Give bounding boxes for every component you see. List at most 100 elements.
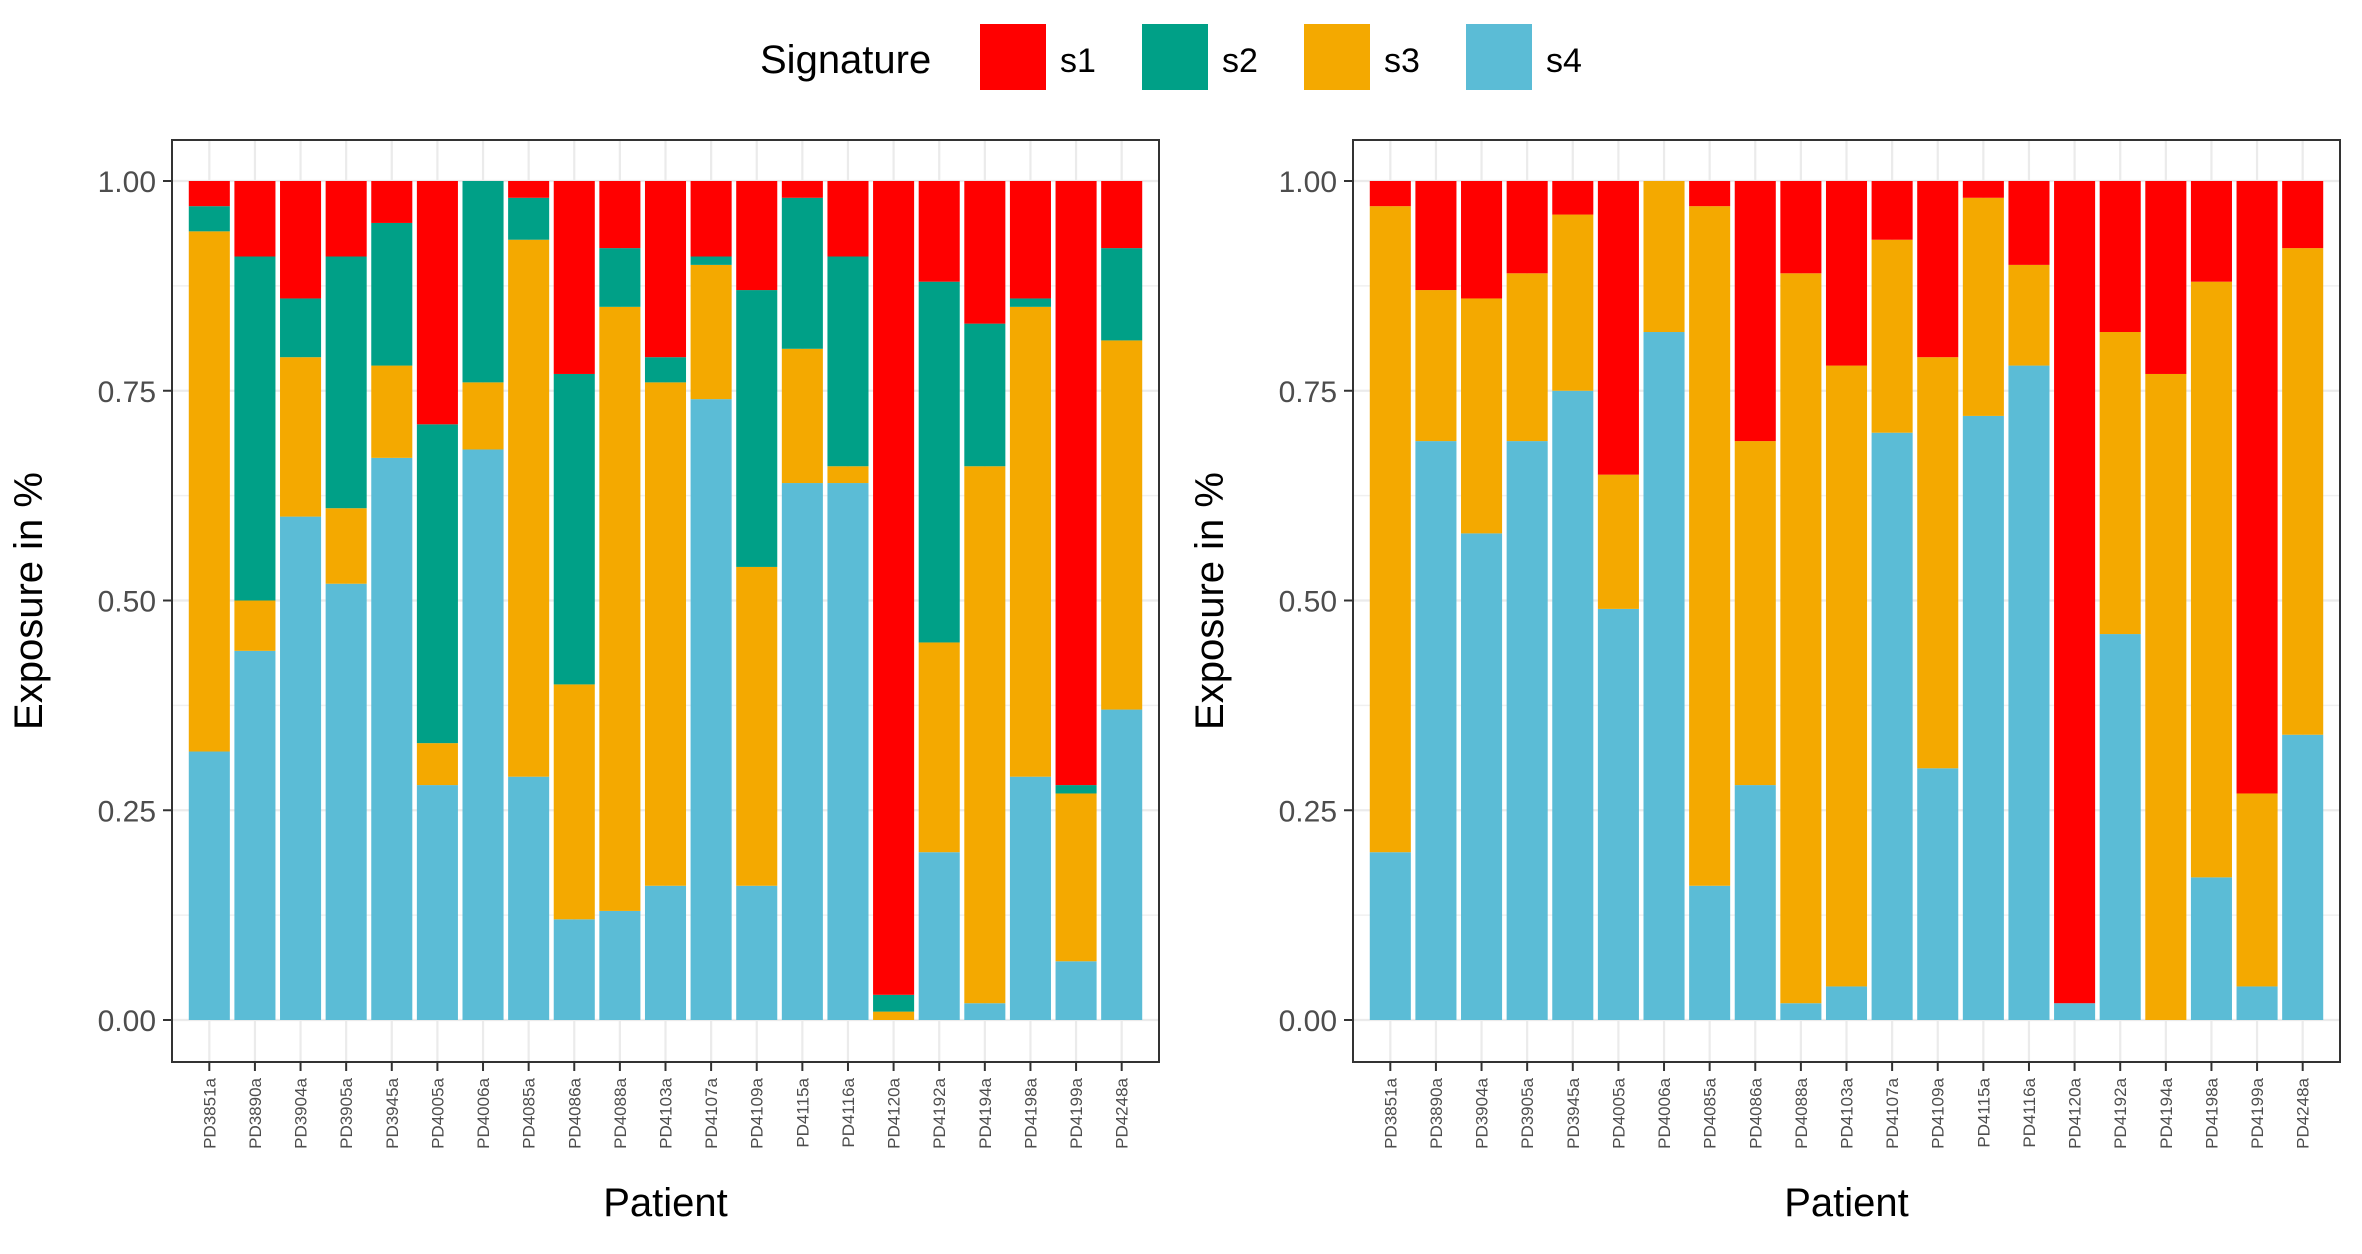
bar-s1-PD3890a [1415,181,1457,291]
legend-key-s1 [980,24,1046,90]
bar-s2-PD4086a [553,373,595,685]
legend-key-s2 [1142,24,1208,90]
bar-s3-PD4085a [1689,206,1731,886]
bar-s3-PD4194a [964,466,1006,1004]
x-tick-label: PD4005a [428,1077,447,1148]
x-tick-label: PD4107a [702,1077,721,1148]
bar-s1-PD4248a [1101,181,1143,249]
y-tick-label: 0.00 [98,1005,156,1038]
x-tick-label: PD4198a [1021,1077,1040,1148]
x-tick-label: PD3945a [1564,1077,1583,1148]
bar-s4-PD4103a [644,885,687,1020]
bar-s2-PD4115a [781,197,823,349]
bar-s3-PD4198a [2190,281,2232,878]
bar-s1-PD4199a [1055,181,1097,786]
bar-s3-PD4085a [508,239,550,777]
bar-s3-PD3851a [188,231,230,752]
bar-s3-PD4199a [1055,793,1097,962]
bar-s2-PD3945a [371,222,413,366]
bar-s2-PD3890a [234,256,276,601]
x-tick-label: PD4088a [611,1077,630,1148]
bar-s3-PD4086a [553,684,595,920]
x-tick-label: PD3890a [1427,1077,1446,1148]
x-tick-label: PD4198a [2202,1077,2221,1148]
bar-s3-PD4194a [2145,373,2187,1021]
bar-s2-PD4248a [1101,248,1143,341]
bar-s4-PD4192a [2099,634,2141,1020]
bar-s1-PD4120a [873,181,915,995]
bar-s1-PD3851a [188,181,230,207]
bar-s4-PD4199a [2236,986,2278,1020]
legend-label-s3: s3 [1384,42,1420,80]
bar-s4-PD4109a [736,885,778,1020]
bar-s4-PD4107a [690,399,732,1020]
bar-s1-PD4085a [508,181,550,198]
bar-s4-PD4116a [2008,365,2050,1021]
bar-s4-PD3851a [1369,852,1411,1020]
bar-s4-PD3890a [234,650,276,1020]
x-tick-label: PD4085a [520,1077,539,1148]
bar-s3-PD4116a [827,466,869,484]
bar-s2-PD3905a [325,256,367,509]
bar-s1-PD3905a [1506,181,1548,274]
bar-s3-PD4115a [1962,197,2004,416]
x-tick-label: PD4109a [748,1077,767,1148]
bar-s1-PD4086a [1734,181,1776,442]
bar-s2-PD4199a [1055,785,1097,794]
legend-label-s2: s2 [1222,42,1258,80]
bar-s4-PD4194a [964,1003,1006,1020]
panel-right: 0.00 0.25 0.50 0.75 1.00 PD3851a PD3890a PD3904… [1188,139,2341,1225]
bar-s4-PD3851a [188,751,230,1020]
x-tick-label: PD3890a [246,1077,265,1148]
bar-s4-PD4248a [2282,734,2324,1020]
x-tick-label: PD4116a [2020,1077,2039,1147]
bar-s4-PD3945a [1552,390,1594,1020]
bar-s4-PD4199a [1055,961,1097,1020]
bar-s2-PD3851a [188,206,230,232]
legend: Signature s1 s2 s3 s4 [760,24,1582,90]
x-tick-label: PD3905a [337,1077,356,1148]
bar-s3-PD3905a [1506,273,1548,442]
bar-s2-PD4120a [873,994,915,1012]
bar-s3-PD3945a [371,365,413,458]
bar-s3-PD4086a [1734,441,1776,786]
y-tick-label: 0.50 [1279,586,1337,619]
bar-s1-PD4192a [2099,181,2141,333]
bar-s1-PD4005a [1597,181,1639,475]
bar-s1-PD4005a [416,181,458,425]
x-tick-label: PD3945a [383,1077,402,1148]
x-tick-label: PD4103a [1838,1077,1857,1148]
bar-s3-PD4116a [2008,264,2050,366]
bar-s2-PD4116a [827,256,869,467]
bar-s3-PD3905a [325,508,367,584]
bar-s4-PD4086a [1734,785,1776,1020]
bar-s4-PD3905a [325,583,367,1020]
bar-s4-PD4109a [1917,768,1959,1020]
bar-s1-PD4103a [1825,181,1868,366]
x-tick-label: PD4194a [2157,1077,2176,1148]
x-tick-label: PD4107a [1883,1077,1902,1148]
bar-s1-PD4085a [1689,181,1731,207]
bar-s1-PD3945a [1552,181,1594,215]
x-tick-label: PD4192a [930,1077,949,1148]
y-tick-label: 0.75 [98,376,156,409]
x-tick-label: PD4120a [2066,1077,2085,1148]
bar-s4-PD4088a [599,910,641,1020]
bar-s2-PD4088a [599,248,641,307]
bar-s3-PD3890a [1415,290,1457,442]
bar-s4-PD4085a [508,776,550,1020]
x-tick-label: PD4115a [793,1077,812,1147]
bar-s4-PD4248a [1101,709,1143,1020]
x-tick-label: PD3851a [1381,1077,1400,1148]
bar-s1-PD3851a [1369,181,1411,207]
bar-s1-PD4248a [2282,181,2324,249]
bar-s4-PD3904a [1461,533,1503,1020]
bar-s2-PD4194a [964,323,1006,467]
bar-s1-PD3904a [280,181,322,299]
bar-s3-PD4120a [873,1011,915,1020]
bar-s3-PD4198a [1009,306,1051,777]
bar-s4-PD4088a [1780,1003,1822,1020]
x-tick-label: PD4086a [565,1077,584,1148]
bar-s4-PD4103a [1825,986,1868,1020]
